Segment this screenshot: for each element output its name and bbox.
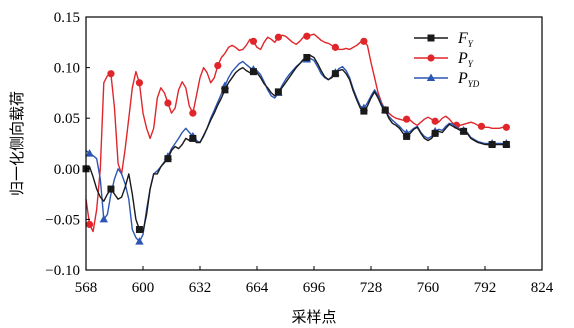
x-tick-label: 792 (474, 280, 497, 296)
data-point-marker (360, 38, 367, 45)
legend-marker (427, 54, 434, 61)
data-point-marker (403, 133, 410, 140)
data-point-marker (164, 99, 171, 106)
data-point-marker (189, 110, 196, 117)
data-point-marker (403, 116, 410, 123)
x-tick-label: 664 (246, 280, 269, 296)
data-point-marker (214, 62, 221, 69)
data-point-marker (275, 88, 282, 95)
data-point-marker (275, 34, 282, 41)
x-tick-label: 760 (417, 280, 440, 296)
data-point-marker (136, 226, 143, 233)
data-point-marker (221, 86, 228, 93)
y-axis-label: 归一化侧向载荷 (8, 91, 26, 196)
data-point-marker (164, 155, 171, 162)
y-tick-label: −0.05 (45, 212, 80, 228)
data-point-marker (136, 79, 143, 86)
x-axis-label: 采样点 (291, 308, 336, 326)
legend-label-main: P (457, 50, 468, 67)
legend-label-main: P (457, 70, 468, 87)
y-tick-label: 0.00 (54, 162, 80, 178)
data-point-marker (303, 33, 310, 40)
data-point-marker (382, 107, 389, 114)
data-point-marker (250, 68, 257, 75)
y-tick-label: 0.05 (54, 111, 80, 127)
data-point-marker (189, 135, 196, 142)
x-tick-label: 568 (75, 280, 98, 296)
data-point-marker (107, 186, 114, 193)
data-point-marker (250, 38, 257, 45)
x-tick-label: 600 (132, 280, 155, 296)
x-tick-label: 824 (531, 280, 554, 296)
data-point-marker (107, 70, 114, 77)
y-tick-label: −0.10 (45, 263, 80, 279)
x-tick-label: 632 (189, 280, 212, 296)
legend-marker (428, 35, 435, 42)
data-point-marker (489, 141, 496, 148)
x-tick-label: 728 (360, 280, 383, 296)
y-tick-label: 0.15 (54, 10, 80, 26)
data-point-marker (332, 44, 339, 51)
x-tick-label: 696 (303, 280, 326, 296)
data-point-marker (303, 54, 310, 61)
data-point-marker (503, 124, 510, 131)
data-point-marker (432, 130, 439, 137)
data-point-marker (432, 118, 439, 125)
data-point-marker (478, 123, 485, 130)
legend-label-main: F (457, 30, 468, 47)
data-point-marker (503, 141, 510, 148)
legend-label-subscript: YD (468, 79, 480, 89)
data-point-marker (360, 108, 367, 115)
data-point-marker (332, 70, 339, 77)
data-point-marker (86, 221, 93, 228)
y-tick-label: 0.10 (54, 61, 80, 77)
data-point-marker (460, 128, 467, 135)
